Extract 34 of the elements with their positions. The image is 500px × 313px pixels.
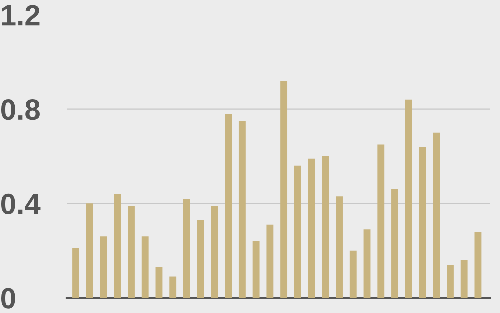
bar <box>474 232 482 298</box>
bar <box>460 260 468 298</box>
bar <box>170 276 177 298</box>
y-tick-label: 0.4 <box>1 194 41 215</box>
bar <box>86 204 94 298</box>
bar <box>336 196 343 298</box>
bar <box>447 264 454 298</box>
bar <box>405 100 412 298</box>
bar <box>238 121 246 298</box>
y-tick-label: 0.8 <box>1 100 40 120</box>
y-tick-label: 1.2 <box>2 5 40 26</box>
bar <box>100 236 108 298</box>
bar <box>364 230 371 298</box>
bar <box>128 206 135 298</box>
bar <box>197 220 204 298</box>
bar <box>266 224 274 298</box>
bar <box>322 156 330 298</box>
bar <box>419 147 426 298</box>
bar <box>211 206 218 298</box>
bar <box>308 158 316 298</box>
bar <box>433 132 440 298</box>
bar <box>72 248 80 298</box>
bar <box>294 166 302 298</box>
bar <box>350 250 357 298</box>
bar <box>378 144 385 298</box>
bar <box>114 194 122 298</box>
bar <box>225 114 232 298</box>
bar <box>156 267 163 298</box>
y-tick-label: 0 <box>1 288 16 309</box>
bar <box>142 236 149 298</box>
bar <box>252 241 260 298</box>
bar <box>280 81 288 298</box>
bar <box>184 198 190 298</box>
bar <box>392 190 398 298</box>
